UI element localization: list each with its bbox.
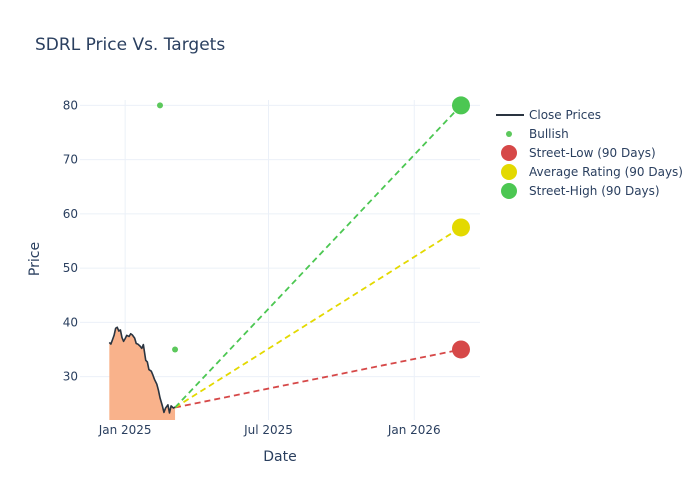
close-price-line-path bbox=[108, 326, 176, 414]
y-tick-label: 40 bbox=[63, 315, 78, 329]
y-axis-title: Price bbox=[27, 242, 43, 276]
y-tick-label: 70 bbox=[63, 153, 78, 167]
target-line bbox=[174, 226, 462, 409]
target-lines bbox=[174, 104, 462, 409]
x-tick-label: Jul 2025 bbox=[243, 423, 293, 437]
bullish-marker bbox=[157, 102, 163, 109]
legend-label: Street-High (90 Days) bbox=[529, 184, 660, 198]
close-price-line bbox=[108, 326, 176, 414]
close-price-area bbox=[109, 327, 176, 420]
legend-label: Close Prices bbox=[529, 108, 601, 122]
target-line bbox=[174, 348, 462, 409]
x-axis-title: Date bbox=[263, 449, 296, 465]
target-marker bbox=[451, 96, 470, 115]
y-tick-label: 60 bbox=[63, 207, 78, 221]
target-marker bbox=[451, 340, 470, 359]
y-tick-label: 50 bbox=[63, 261, 78, 275]
legend-swatch bbox=[501, 164, 517, 180]
close-price-area-fill bbox=[109, 327, 176, 420]
y-tick-label: 30 bbox=[63, 370, 78, 384]
legend-label: Average Rating (90 Days) bbox=[529, 165, 683, 179]
markers bbox=[157, 96, 470, 359]
legend-swatch bbox=[501, 145, 517, 161]
legend-label: Bullish bbox=[529, 127, 569, 141]
legend-label: Street-Low (90 Days) bbox=[529, 146, 656, 160]
bullish-marker bbox=[172, 346, 179, 353]
x-tick-label: Jan 2026 bbox=[387, 423, 441, 437]
legend-swatch bbox=[501, 183, 517, 199]
legend-swatch bbox=[506, 131, 512, 137]
legend: Close Prices Bullish Street-Low (90 Days) A… bbox=[496, 108, 683, 199]
x-tick-label: Jan 2025 bbox=[98, 423, 152, 437]
tick-labels: 30 40 50 60 70 80 Jan 2025 Jul 2025 Jan 2026 bbox=[63, 98, 441, 437]
target-marker bbox=[451, 218, 470, 237]
chart-title: SDRL Price Vs. Targets bbox=[35, 35, 225, 55]
y-tick-label: 80 bbox=[63, 98, 78, 112]
